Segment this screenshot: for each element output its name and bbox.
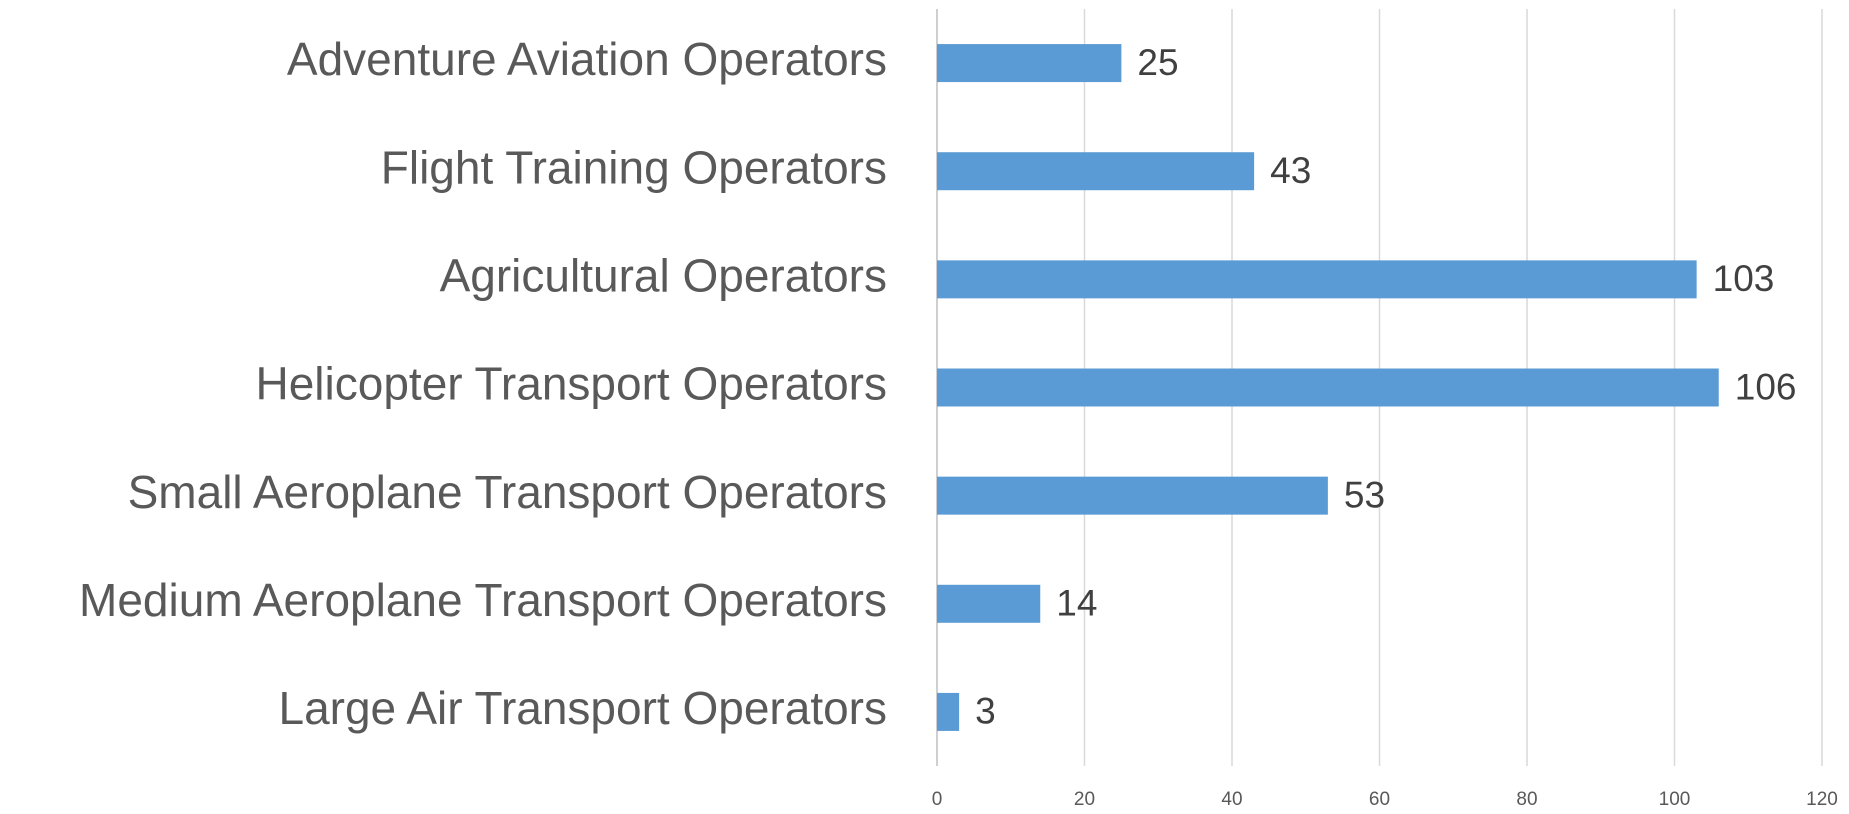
- bar: [937, 692, 960, 731]
- x-tick-label: 120: [1806, 789, 1838, 810]
- category-label: Flight Training Operators: [381, 141, 887, 193]
- value-label: 53: [1344, 474, 1385, 515]
- bar: [937, 152, 1255, 191]
- value-label: 106: [1735, 366, 1797, 407]
- category-label: Helicopter Transport Operators: [256, 358, 888, 410]
- value-label: 14: [1056, 583, 1097, 624]
- category-label: Medium Aeroplane Transport Operators: [79, 574, 887, 626]
- category-label: Agricultural Operators: [440, 250, 887, 302]
- category-label: Adventure Aviation Operators: [287, 33, 887, 85]
- x-tick-label: 100: [1659, 789, 1691, 810]
- x-tick-label: 80: [1516, 789, 1537, 810]
- x-tick-label: 60: [1369, 789, 1390, 810]
- bar: [937, 44, 1122, 83]
- value-label: 25: [1137, 42, 1178, 83]
- x-tick-label: 40: [1221, 789, 1242, 810]
- bar: [937, 260, 1697, 299]
- category-label: Small Aeroplane Transport Operators: [128, 466, 887, 518]
- bar: [937, 476, 1328, 515]
- x-tick-label: 20: [1074, 789, 1095, 810]
- value-label: 3: [975, 691, 996, 732]
- x-tick-label: 0: [932, 789, 943, 810]
- value-label: 43: [1270, 150, 1311, 191]
- bar: [937, 584, 1041, 623]
- category-label: Large Air Transport Operators: [278, 682, 887, 734]
- bar: [937, 368, 1719, 407]
- value-label: 103: [1713, 258, 1775, 299]
